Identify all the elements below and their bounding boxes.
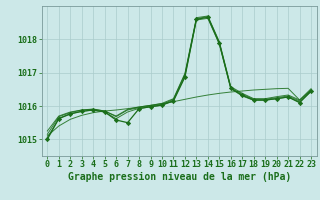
- X-axis label: Graphe pression niveau de la mer (hPa): Graphe pression niveau de la mer (hPa): [68, 172, 291, 182]
